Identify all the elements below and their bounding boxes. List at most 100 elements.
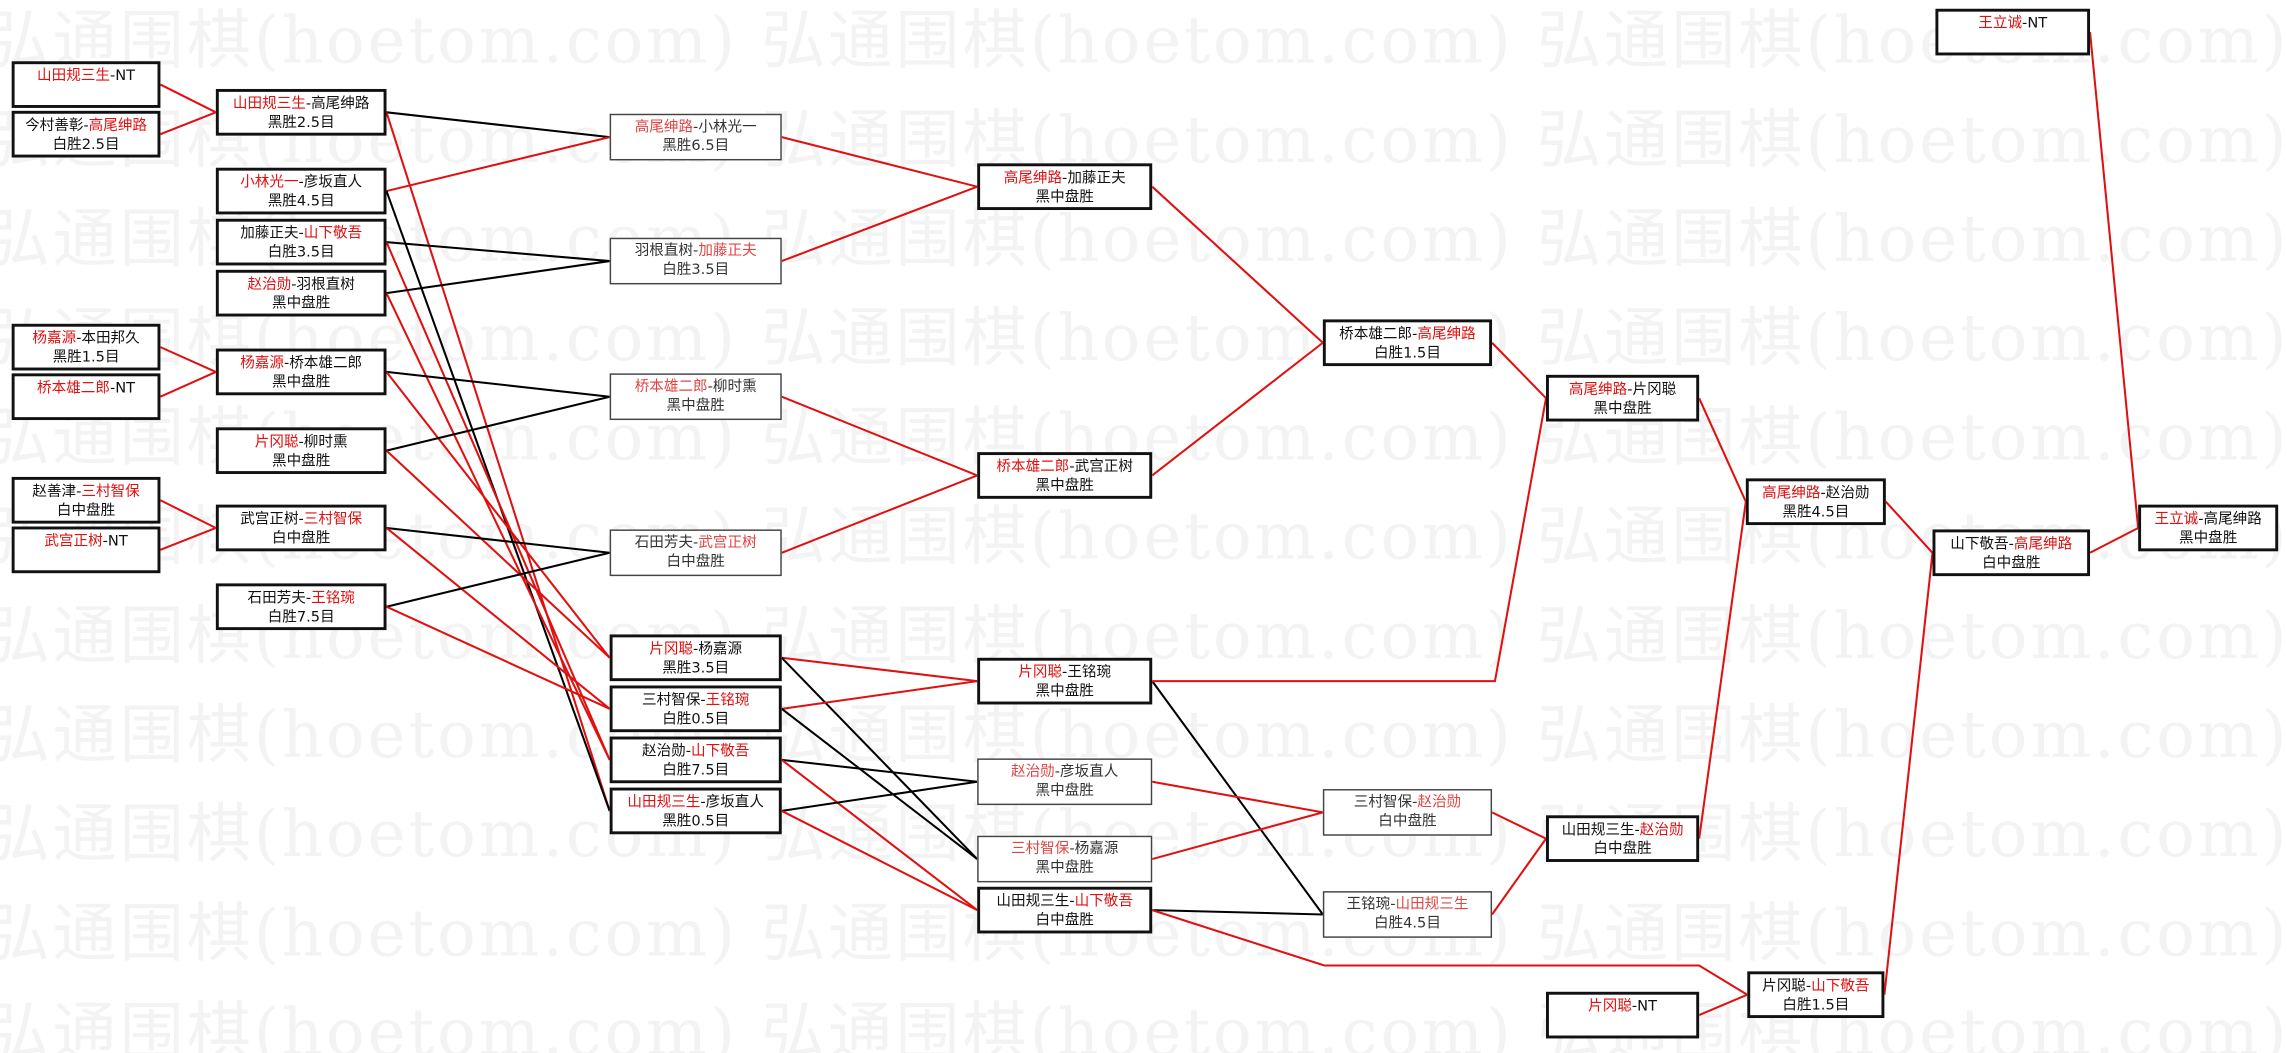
match-box: 桥本雄二郎-NT: [11, 373, 161, 421]
match-players: 武宫正树-NT: [15, 532, 158, 551]
connector-line: [1698, 501, 1747, 839]
player-1: 山田规三生: [627, 794, 701, 811]
player-2: 王铭琬: [311, 590, 355, 607]
player-1: 高尾绅路: [1762, 485, 1821, 502]
player-2: 彦坂直人: [1060, 764, 1119, 781]
separator: -: [1062, 665, 1068, 682]
separator: -: [1069, 459, 1075, 476]
separator: -: [707, 379, 713, 396]
separator: -: [1634, 822, 1640, 839]
match-box: 王铭琬-山田规三生 白胜4.5目: [1322, 891, 1493, 938]
match-result: 黑中盘胜: [1035, 478, 1094, 495]
connector-line: [160, 527, 217, 551]
match-result: 黑胜3.5目: [662, 660, 730, 677]
player-2: 片冈聪: [1632, 382, 1677, 399]
match-players: 三村智保-赵治勋: [1324, 793, 1490, 812]
player-1: 小林光一: [240, 175, 299, 192]
player-1: 武宫正树: [240, 511, 299, 528]
match-players: 高尾绅路-片冈聪: [1549, 381, 1696, 400]
connector-line: [159, 83, 217, 114]
connector-line: [386, 395, 610, 452]
connector-line: [386, 260, 610, 295]
match-players: 王立诚-NT: [1938, 15, 2087, 34]
separator: -: [1054, 764, 1061, 781]
match-players: 山田规三生-NT: [15, 67, 158, 86]
connector-line: [386, 551, 610, 608]
match-box: 赵善津-三村智保 白中盘胜: [11, 476, 161, 524]
match-players: 武宫正树-三村智保: [219, 510, 384, 529]
match-box: 高尾绅路-赵治勋 黑胜4.5目: [1745, 478, 1886, 526]
match-result: 黑中盘胜: [1035, 189, 1094, 206]
player-1: 赵治勋: [1011, 764, 1055, 781]
match-players: 石田芳夫-武宫正树: [611, 534, 780, 553]
connector-line: [1491, 811, 1547, 840]
match-box: 小林光一-彦坂直人 黑胜4.5目: [215, 167, 387, 215]
match-box: 山田规三生-赵治勋 白中盘胜: [1546, 815, 1700, 862]
match-box: 武宫正树-三村智保 白中盘胜: [215, 504, 387, 552]
separator: -: [2008, 536, 2014, 553]
connector-line: [1883, 552, 1934, 995]
player-2: 柳时熏: [712, 379, 757, 396]
separator: -: [1069, 894, 1075, 911]
match-players: 片冈聪-山下敬吾: [1750, 977, 1881, 996]
player-1: 三村智保: [1011, 841, 1070, 858]
match-result: 白胜0.5目: [662, 711, 730, 728]
player-1: 赵善津: [32, 484, 77, 501]
match-box: 山田规三生-NT: [11, 61, 161, 108]
match-box: 片冈聪-NT: [1546, 991, 1700, 1039]
player-1: 山田规三生: [996, 894, 1070, 911]
player-2: 加藤正夫: [1067, 170, 1126, 187]
match-result: 黑胜0.5目: [662, 813, 730, 830]
player-1: 石田芳夫: [247, 590, 306, 607]
separator: -: [83, 118, 89, 135]
player-2: 赵治勋: [1417, 794, 1462, 811]
connector-line: [385, 449, 611, 659]
match-result: 白胜1.5目: [1373, 345, 1441, 362]
player-1: 片冈聪: [1018, 665, 1063, 682]
connector-line: [1151, 185, 1324, 344]
match-result: 白胜7.5目: [662, 762, 730, 779]
player-2: 武宫正树: [1074, 459, 1133, 476]
separator: -: [109, 68, 116, 85]
player-2: 彦坂直人: [705, 794, 764, 811]
connector-line: [386, 111, 610, 139]
separator: -: [1062, 170, 1068, 187]
player-1: 片冈聪: [649, 641, 694, 658]
connector-line: [160, 370, 217, 398]
match-result: 黑中盘胜: [1035, 783, 1094, 800]
player-2: 桥本雄二郎: [289, 355, 363, 372]
player-1: 山下敬吾: [1950, 536, 2009, 553]
connector-line: [1885, 501, 1934, 554]
match-players: 今村善彰-高尾绅路: [15, 117, 158, 136]
player-1: 山田规三生: [1561, 822, 1635, 839]
connector-line: [781, 657, 978, 860]
connector-line: [160, 346, 217, 373]
match-box: 赵治勋-彦坂直人黑中盘胜: [977, 758, 1153, 806]
match-players: 王立诚-高尾绅路: [2141, 510, 2275, 529]
match-result: 白胜7.5目: [267, 609, 335, 626]
player-2: 杨嘉源: [698, 641, 743, 658]
player-1: 今村善彰: [25, 118, 84, 135]
player-2: 山下敬吾: [691, 743, 750, 760]
match-players: 山田规三生-彦坂直人: [613, 793, 779, 812]
match-box: 片冈聪-杨嘉源 黑胜3.5目: [609, 634, 782, 682]
player-1: 桥本雄二郎: [996, 459, 1070, 476]
player-1: 片冈聪: [1588, 999, 1632, 1016]
match-result: 白中盘胜: [1378, 813, 1437, 830]
separator: -: [1390, 896, 1396, 914]
match-players: 桥本雄二郎-NT: [15, 379, 158, 398]
connector-line: [781, 810, 978, 912]
player-2: 杨嘉源: [1074, 841, 1119, 858]
player-2: 小林光一: [698, 119, 757, 136]
connector-line: [159, 499, 217, 529]
match-players: 王铭琬-山田规三生: [1324, 896, 1490, 915]
separator: -: [298, 434, 304, 451]
watermark-row: 弘通围棋(hoetom.com) 弘通围棋(hoetom.com) 弘通围棋(h…: [0, 996, 2287, 1053]
player-1: 山田规三生: [232, 96, 306, 113]
match-box: 桥本雄二郎-柳时熏 黑中盘胜: [609, 373, 782, 421]
connector-line: [385, 371, 611, 659]
match-result: 白中盘胜: [56, 503, 116, 520]
connector-line: [1491, 342, 1547, 399]
player-2: 王铭琬: [1067, 665, 1112, 682]
match-result: 白中盘胜: [1982, 555, 2041, 572]
